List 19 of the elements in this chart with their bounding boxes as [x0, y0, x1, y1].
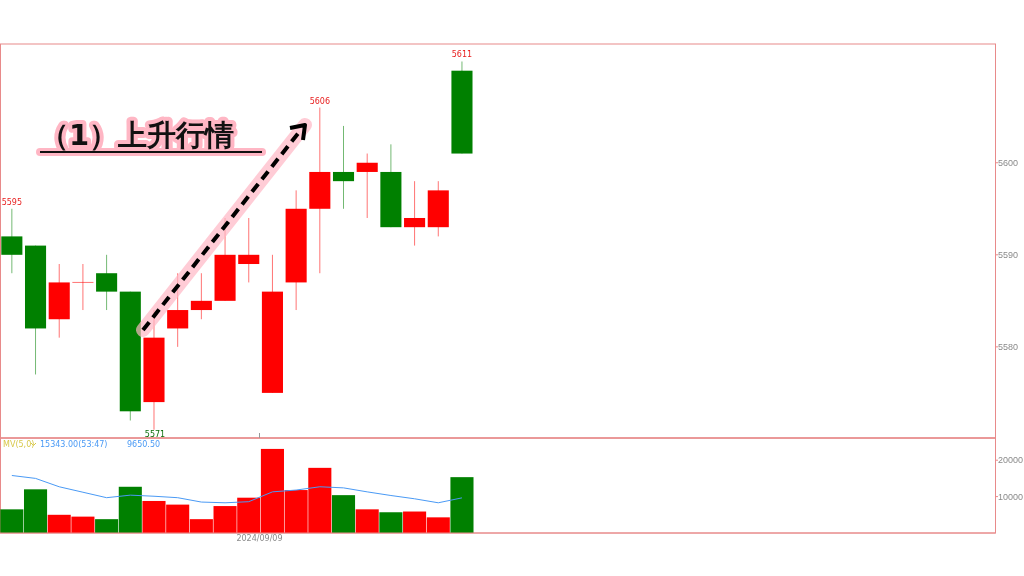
annotation: 5611	[451, 50, 473, 60]
y-tick-label: 20000	[998, 455, 1024, 466]
y-tick-label: 5590	[998, 250, 1019, 261]
bar	[331, 495, 356, 533]
annotation: 5595	[1, 197, 23, 207]
annotation: 9650.50	[127, 440, 161, 449]
text: 2024/09/09	[236, 534, 283, 543]
bar	[450, 477, 474, 533]
annotation: 5571	[144, 429, 166, 439]
annotation: 15343.00(53:47)	[40, 440, 108, 449]
line-series	[11, 474, 463, 504]
annotation: 5606	[309, 96, 330, 106]
y-tick-label: 5600	[998, 157, 1019, 168]
y-tick-label: 5580	[998, 342, 1019, 353]
bar	[355, 509, 379, 533]
bar	[379, 512, 403, 533]
y-tick-label: 10000	[998, 491, 1024, 502]
annotation: MV(5,0)	[3, 440, 35, 449]
title: （1）上升行情	[36, 118, 266, 156]
